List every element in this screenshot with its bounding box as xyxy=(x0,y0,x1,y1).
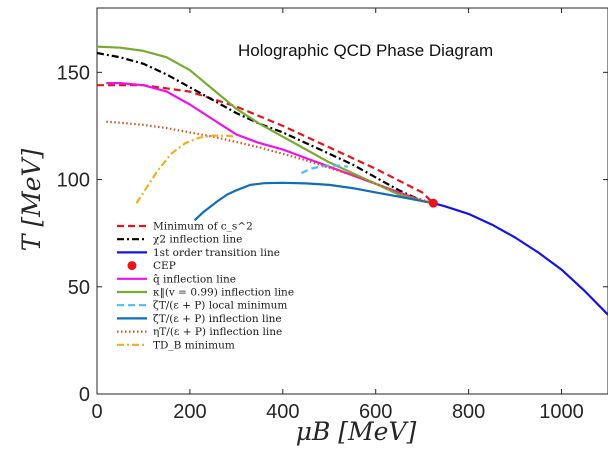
series-line-6 xyxy=(300,164,349,175)
series-line-2 xyxy=(433,202,608,316)
y-axis-label: T [MeV] xyxy=(17,148,46,251)
series-line-1 xyxy=(96,51,434,205)
ticks-layer: 0 200 400 600 800 1000 0 50 100 150 xyxy=(57,8,608,423)
cep-marker xyxy=(428,198,438,208)
x-tick-label: 800 xyxy=(452,401,485,423)
legend-label: TD_B minimum xyxy=(153,339,235,351)
legend-label: 1st order transition line xyxy=(153,247,280,259)
legend-swatch-cep xyxy=(127,261,137,271)
x-tick-label: 600 xyxy=(359,401,392,423)
x-tick-label: 400 xyxy=(266,401,299,423)
y-tick-label: 100 xyxy=(57,170,90,192)
legend-label: ζT/(ε + P) local minimum xyxy=(153,300,287,312)
series-line-7 xyxy=(193,181,434,222)
y-tick-label: 150 xyxy=(57,62,90,84)
series-line-8 xyxy=(106,120,434,205)
legend-label: ηT/(ε + P) inflection line xyxy=(153,326,282,338)
y-tick-label: 0 xyxy=(79,384,90,406)
legend-label: ζT/(ε + P) inflection line xyxy=(153,313,282,325)
plot-area xyxy=(96,7,608,395)
legend-label: χ2 inflection line xyxy=(153,234,242,246)
legend-label: CEP xyxy=(153,260,176,272)
series-line-0 xyxy=(97,84,435,204)
x-tick-label: 200 xyxy=(173,401,206,423)
series-line-5 xyxy=(96,45,434,205)
chart-title: Holographic QCD Phase Diagram xyxy=(238,41,493,60)
legend-label: Minimum of c_s^2 xyxy=(153,221,253,233)
series-line-9 xyxy=(135,134,237,204)
legend-label: q̂ inflection line xyxy=(153,273,236,285)
x-tick-label: 0 xyxy=(91,401,102,423)
x-tick-label: 1000 xyxy=(539,401,584,423)
series-layer xyxy=(96,45,608,316)
x-axis-label: μB [MeV] xyxy=(296,417,417,446)
legend-label: κ‖(v = 0.99) inflection line xyxy=(153,287,294,300)
y-tick-label: 50 xyxy=(68,277,90,299)
